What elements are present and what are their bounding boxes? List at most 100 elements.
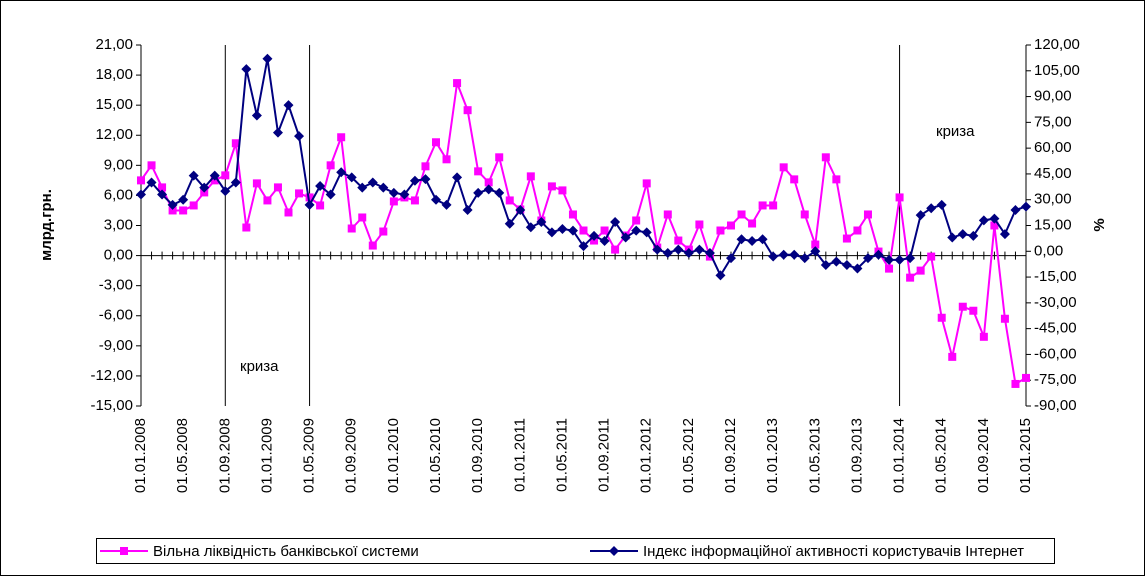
point — [442, 155, 451, 164]
point — [683, 248, 694, 259]
y-tick-label: -3,00 — [99, 277, 133, 294]
point — [979, 332, 988, 341]
point — [378, 182, 389, 193]
y2-tick-label: 60,00 — [1034, 139, 1072, 156]
point — [757, 234, 768, 245]
point — [158, 183, 167, 192]
point — [189, 201, 198, 210]
point — [916, 266, 925, 275]
point — [263, 196, 272, 205]
annotation: криза — [240, 358, 279, 375]
point — [652, 244, 663, 255]
point — [632, 216, 641, 225]
point — [937, 313, 946, 322]
x-tick-label: 01.01.2009 — [258, 418, 275, 493]
point — [316, 201, 325, 210]
point — [305, 193, 314, 202]
point — [578, 241, 589, 252]
y2-tick-label: -90,00 — [1034, 397, 1077, 414]
point — [600, 226, 609, 235]
point — [231, 139, 240, 148]
x-tick-label: 01.05.2013 — [806, 418, 823, 493]
y-axis-title: млрд.грн. — [38, 189, 55, 261]
point — [758, 201, 767, 210]
point — [168, 206, 177, 215]
point — [525, 222, 536, 233]
point — [536, 217, 547, 228]
point — [262, 53, 273, 64]
point — [453, 79, 462, 88]
x-tick-label: 01.09.2010 — [469, 418, 486, 493]
y2-tick-label: 45,00 — [1034, 165, 1072, 182]
annotation: криза — [936, 123, 975, 140]
x-tick-label: 01.01.2013 — [764, 418, 781, 493]
point — [504, 218, 515, 229]
point — [147, 161, 156, 170]
point — [811, 240, 820, 249]
point — [558, 186, 567, 195]
point — [631, 225, 642, 236]
point — [620, 232, 631, 243]
point — [484, 178, 493, 187]
point — [347, 224, 356, 233]
point — [441, 199, 452, 210]
point — [673, 244, 684, 255]
point — [452, 172, 463, 183]
point — [906, 273, 915, 282]
point — [252, 179, 261, 188]
point — [1011, 379, 1020, 388]
point — [926, 203, 937, 214]
y-tick-label: 0,00 — [104, 247, 133, 264]
point — [209, 170, 220, 181]
x-tick-label: 01.05.2014 — [933, 418, 950, 493]
x-tick-label: 01.05.2008 — [174, 418, 191, 493]
point — [495, 153, 504, 162]
point — [915, 210, 926, 221]
point — [567, 225, 578, 236]
point — [936, 199, 947, 210]
point — [862, 253, 873, 264]
point — [242, 223, 251, 232]
point — [358, 213, 367, 222]
point — [188, 170, 199, 181]
x-tick-label: 01.09.2014 — [975, 418, 992, 493]
point — [1000, 314, 1009, 323]
point — [747, 235, 758, 246]
point — [337, 133, 346, 142]
point — [589, 230, 600, 241]
point — [790, 175, 799, 184]
point — [1021, 201, 1031, 212]
y2-tick-label: 120,00 — [1034, 36, 1080, 53]
point — [715, 270, 726, 281]
point — [789, 249, 800, 260]
point — [831, 256, 842, 267]
point — [294, 131, 305, 142]
y-tick-label: 21,00 — [95, 36, 133, 53]
legend-label: Вільна ліквідність банківської системи — [153, 543, 419, 560]
point — [810, 246, 821, 257]
point — [642, 179, 651, 188]
point — [895, 193, 904, 202]
point — [736, 234, 747, 245]
point — [409, 175, 420, 186]
point — [346, 172, 357, 183]
point — [990, 221, 999, 230]
point — [388, 187, 399, 198]
point — [272, 127, 283, 138]
y2-tick-label: -75,00 — [1034, 371, 1077, 388]
point — [221, 171, 230, 180]
point — [948, 352, 957, 361]
point — [474, 167, 483, 176]
point — [695, 220, 704, 229]
point — [304, 199, 315, 210]
point — [336, 167, 347, 178]
legend-marker — [609, 546, 619, 556]
x-tick-label: 01.01.2012 — [638, 418, 655, 493]
point — [894, 254, 905, 265]
point — [726, 253, 736, 264]
point — [704, 248, 715, 259]
point — [611, 245, 620, 254]
point — [599, 235, 610, 246]
point — [568, 210, 577, 219]
point — [463, 106, 472, 115]
